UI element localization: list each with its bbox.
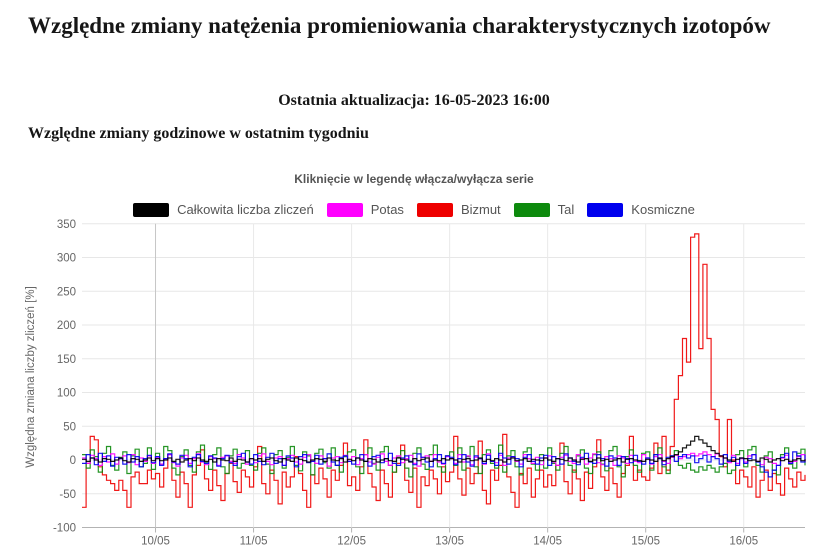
series-line-2 [82, 233, 806, 508]
legend-label: Tal [557, 202, 575, 217]
legend-item-0[interactable]: Całkowita liczba zliczeń [133, 203, 314, 217]
legend-item-1[interactable]: Potas [326, 202, 404, 217]
y-tick-label: 350 [57, 219, 76, 231]
legend-item-2[interactable]: Bizmut [416, 202, 501, 217]
y-tick-label: -50 [59, 489, 76, 501]
legend-hint-text: Kliknięcie w legendę włącza/wyłącza seri… [294, 172, 534, 186]
legend-label: Bizmut [460, 202, 501, 217]
y-tick-label: 50 [63, 421, 76, 433]
x-tick-label: 16/05 [729, 536, 758, 548]
legend-swatch-icon [416, 203, 453, 217]
relative-changes-chart: 350 300 250 200 150 100 50 0 -50 -100 10/05 11/05 12… [25, 219, 806, 548]
x-tick-label: 11/05 [240, 536, 268, 548]
series-line-3 [82, 444, 806, 478]
legend-label: Potas [370, 202, 404, 217]
legend-label: Kosmiczne [631, 202, 695, 217]
legend-item-3[interactable]: Tal [513, 202, 575, 217]
y-tick-label: 300 [57, 253, 76, 265]
section-heading: Względne zmiany godzinowe w ostatnim tyg… [28, 125, 369, 142]
legend-swatch-icon [133, 203, 170, 217]
x-tick-label: 15/05 [631, 536, 660, 548]
y-tick-label: -100 [53, 523, 76, 535]
chart-legend: Całkowita liczba zliczeń Potas Bizmut Tal Ko… [0, 203, 828, 217]
y-tick-label: 0 [70, 455, 76, 467]
x-tick-label: 10/05 [141, 536, 170, 548]
y-tick-label: 150 [57, 354, 76, 366]
y-tick-label: 200 [57, 320, 76, 332]
x-tick-label: 13/05 [435, 536, 464, 548]
page-title: Względne zmiany natężenia promieniowania… [28, 13, 771, 38]
last-update-text: Ostatnia aktualizacja: 16-05-2023 16:00 [278, 92, 550, 109]
series-line-0 [82, 435, 806, 463]
legend-swatch-icon [587, 203, 624, 217]
legend-swatch-icon [326, 203, 363, 217]
y-axis-title: Względna zmiana liczby zliczeń [%] [25, 286, 37, 468]
x-tick-label: 14/05 [533, 536, 562, 548]
y-tick-label: 100 [57, 388, 76, 400]
legend-label: Całkowita liczba zliczeń [177, 202, 314, 217]
legend-item-4[interactable]: Kosmiczne [587, 203, 695, 217]
legend-swatch-icon [513, 203, 550, 217]
y-tick-label: 250 [57, 286, 76, 298]
x-tick-label: 12/05 [337, 536, 366, 548]
